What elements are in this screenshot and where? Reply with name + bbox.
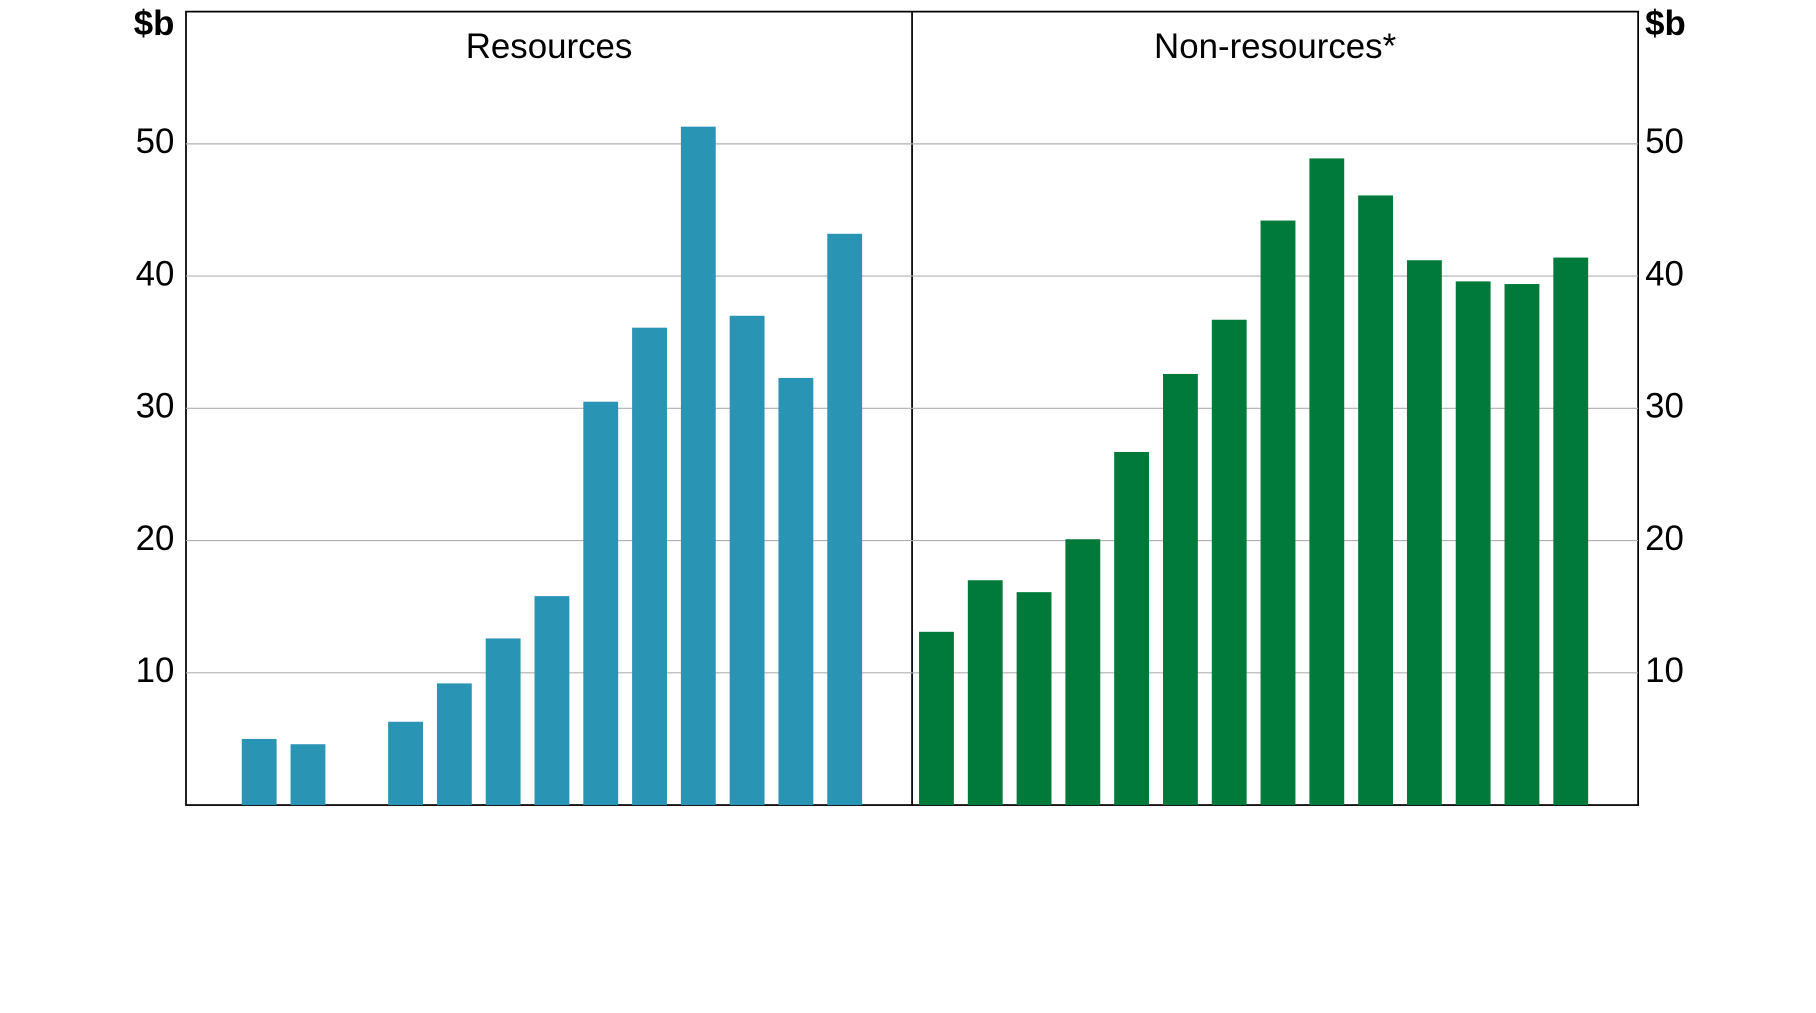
bar <box>1260 220 1296 806</box>
y-tick-label: 50 <box>1645 122 1684 161</box>
bar <box>388 721 423 806</box>
y-tick-label: 50 <box>136 122 175 161</box>
y-tick-label: 40 <box>136 254 175 293</box>
bar <box>1016 592 1052 806</box>
y-axis-label: $b <box>1645 4 1686 43</box>
bar <box>1211 319 1247 806</box>
bar <box>534 596 570 806</box>
bar <box>1455 281 1491 806</box>
y-tick-label: 40 <box>1645 254 1684 293</box>
y-tick-label: 20 <box>136 519 175 558</box>
bar <box>778 377 814 806</box>
bar <box>1406 260 1442 806</box>
y-axis-label: $b <box>134 4 175 43</box>
bar <box>1114 451 1150 806</box>
bar <box>1162 373 1198 806</box>
y-tick-label: 30 <box>1645 387 1684 426</box>
bar <box>632 327 667 806</box>
bar <box>485 638 521 806</box>
bar <box>1358 195 1394 806</box>
bar <box>967 580 1003 806</box>
bar <box>241 738 277 806</box>
bar <box>680 126 716 806</box>
bar <box>1504 284 1540 806</box>
panel-title: Non-resources* <box>1154 27 1397 66</box>
panel-title: Resources <box>466 27 633 66</box>
y-tick-label: 10 <box>136 651 175 690</box>
bar <box>290 744 326 806</box>
bar <box>583 401 619 806</box>
bar <box>436 683 472 806</box>
y-tick-label: 30 <box>136 387 175 426</box>
y-tick-label: 10 <box>1645 651 1684 690</box>
y-tick-label: 20 <box>1645 519 1684 558</box>
bar <box>919 631 954 806</box>
bar <box>1553 257 1589 806</box>
bar <box>827 233 863 806</box>
bar <box>729 315 765 806</box>
bar <box>1309 158 1345 806</box>
bar <box>1065 539 1101 806</box>
